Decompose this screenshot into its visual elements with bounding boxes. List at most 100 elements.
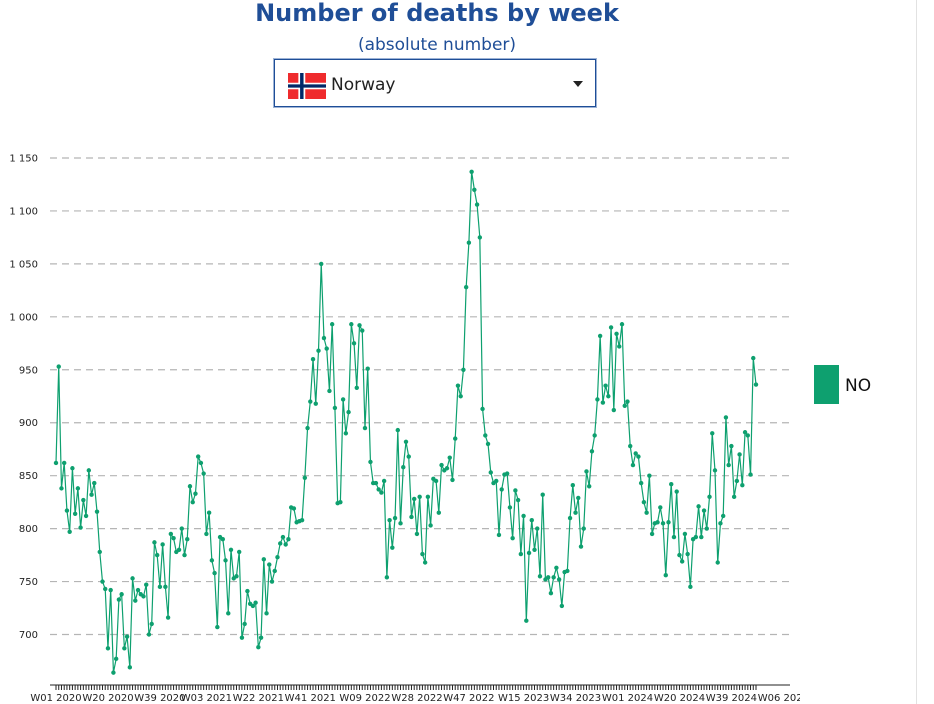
data-point [565,568,570,574]
data-point [72,511,78,516]
data-point [461,367,466,372]
data-point [638,480,644,486]
data-point [674,489,679,494]
chart-grid [50,157,792,636]
data-point [171,535,176,541]
data-point [349,322,354,327]
data-point [532,547,537,552]
data-point [122,646,127,651]
y-tick-label: 700 [19,630,38,641]
data-point [275,555,280,560]
data-point [338,499,343,505]
data-point [332,405,338,411]
data-point [390,545,395,550]
data-point [647,473,652,478]
data-point [135,587,141,593]
data-point [168,531,174,537]
data-point [261,557,267,562]
data-point [584,469,589,474]
data-point [696,504,701,509]
data-point [209,558,215,563]
data-point [111,670,116,675]
x-tick-label: W06 2025 [758,693,800,704]
data-point [97,549,102,555]
data-point [234,574,239,579]
data-point [280,534,286,540]
data-point [124,634,130,639]
data-point [573,510,578,515]
data-point [628,443,633,449]
data-point [439,462,444,468]
data-point [472,187,477,192]
data-point [660,521,666,526]
legend-swatch [814,365,839,404]
data-point [466,240,472,245]
data-point [130,576,135,581]
data-point [267,562,272,567]
data-point [622,403,627,408]
data-point [94,509,100,514]
data-point [655,520,660,525]
data-point [619,322,625,327]
data-point [256,645,261,650]
data-point [641,499,647,505]
data-point [551,575,556,580]
data-point [693,534,699,540]
data-point [422,560,428,565]
data-point [712,468,718,473]
x-tick-label: W34 2023 [550,693,601,704]
data-point [545,575,551,580]
data-point [625,399,630,404]
data-point [510,535,515,541]
data-point [589,449,595,454]
data-point [578,544,584,549]
data-point [362,425,368,431]
data-point [354,385,359,390]
data-point [160,542,165,547]
data-point [329,322,335,327]
data-point [86,468,92,473]
chart-title: Number of deaths by week [255,0,619,27]
data-point [223,558,228,563]
y-tick-label: 750 [19,577,38,588]
data-point [64,508,70,513]
data-point [485,441,491,447]
data-point [595,397,600,402]
data-point [494,478,499,484]
data-point [133,598,138,603]
data-point [420,551,425,557]
data-point [433,478,439,484]
chart-subtitle: (absolute number) [357,35,517,55]
data-point [570,483,575,488]
data-point [212,570,217,576]
data-point [507,505,513,510]
data-point [305,425,310,431]
data-point [603,383,608,388]
data-point [425,494,431,500]
data-point [504,471,510,476]
data-point [141,594,146,599]
data-point [239,635,245,640]
data-point [146,632,152,637]
data-point [685,551,690,557]
data-point [447,455,452,460]
data-point [392,515,398,521]
data-point [606,394,611,399]
data-point [144,582,149,587]
y-tick-label: 1 100 [9,206,38,217]
data-point [220,537,225,542]
data-point [409,514,414,520]
x-tick-label: W09 2022 [339,693,390,704]
data-point [592,433,597,438]
data-point [567,515,573,521]
data-point [463,284,469,290]
data-point [149,621,154,627]
data-point [707,494,712,500]
data-point [324,346,329,351]
data-point [245,588,250,594]
data-point [737,452,742,457]
data-point [193,491,198,496]
country-select[interactable]: Norway [274,59,596,107]
data-point [81,497,86,503]
data-point [611,407,617,413]
